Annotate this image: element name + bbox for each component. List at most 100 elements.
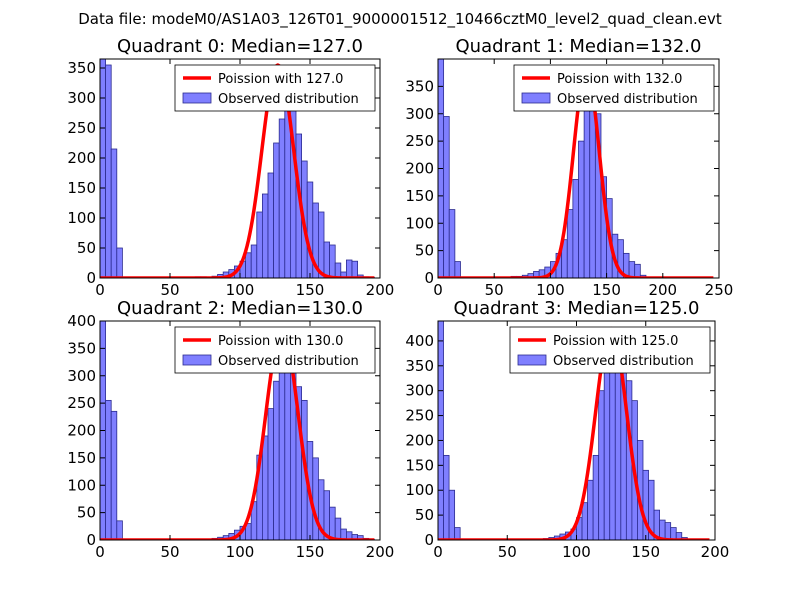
panel-title: Quadrant 0: Median=127.0	[117, 36, 363, 57]
y-tick-label: 350	[405, 357, 434, 375]
x-tick-label: 100	[536, 281, 565, 299]
histogram-bar	[105, 399, 112, 540]
legend-label-poisson: Poission with 125.0	[553, 334, 678, 349]
poisson-fit-line	[438, 68, 715, 278]
y-tick-label: 400	[405, 332, 434, 350]
x-tick-label: 250	[705, 281, 734, 299]
x-tick-label: 50	[160, 543, 179, 561]
x-tick-label: 100	[226, 281, 255, 299]
legend-label-poisson: Poission with 130.0	[218, 334, 343, 349]
y-tick-label: 200	[405, 160, 434, 178]
histogram-bar	[598, 390, 605, 540]
panel-title: Quadrant 1: Median=132.0	[456, 36, 702, 57]
y-tick-label: 50	[415, 506, 434, 524]
legend: Poission with 130.0 Observed distribution	[174, 326, 376, 374]
poisson-fit-line	[438, 326, 710, 540]
histogram-bar	[110, 148, 118, 278]
legend: Poission with 132.0 Observed distribution	[513, 64, 715, 112]
histogram-bar	[589, 96, 596, 278]
histogram-bar	[443, 454, 450, 540]
y-tick-label: 0	[86, 531, 96, 549]
x-tick-label: 50	[160, 281, 179, 299]
x-tick-label: 50	[498, 543, 517, 561]
y-tick-label: 300	[405, 382, 434, 400]
legend-label-observed: Observed distribution	[218, 92, 359, 107]
y-tick-label: 200	[67, 149, 96, 167]
legend-label-observed: Observed distribution	[553, 354, 694, 369]
y-tick-label: 400	[67, 312, 96, 330]
y-tick-label: 200	[67, 422, 96, 440]
x-tick-label: 200	[366, 543, 395, 561]
x-tick-label: 100	[562, 543, 591, 561]
x-tick-label: 150	[296, 281, 325, 299]
histogram-bar	[454, 527, 461, 540]
histogram-bar	[261, 193, 269, 278]
y-tick-label: 50	[415, 242, 434, 260]
histogram-bar	[267, 172, 274, 278]
histogram-bar	[317, 211, 325, 278]
x-tick-label: 0	[95, 543, 105, 561]
legend-label-observed: Observed distribution	[218, 354, 359, 369]
histogram-bar	[583, 94, 591, 278]
histogram-bar	[634, 263, 641, 278]
histogram-bar	[334, 517, 342, 540]
histogram-bar	[454, 261, 461, 278]
poisson-fit-line	[100, 327, 375, 540]
y-tick-label: 100	[67, 209, 96, 227]
histogram-bar	[267, 408, 274, 540]
x-tick-label: 0	[433, 543, 443, 561]
histogram-bar	[675, 532, 683, 540]
histogram-bar	[306, 181, 314, 278]
histogram-bar	[566, 209, 574, 278]
y-tick-label: 100	[67, 476, 96, 494]
legend: Poission with 127.0 Observed distribution	[174, 64, 376, 112]
y-tick-label: 50	[77, 504, 96, 522]
histogram-bar	[603, 367, 611, 540]
y-tick-label: 300	[405, 105, 434, 123]
histogram-bar	[670, 527, 677, 540]
histogram-bar	[329, 506, 336, 540]
histogram-bar	[273, 142, 280, 278]
y-tick-label: 100	[405, 481, 434, 499]
legend-label-observed: Observed distribution	[557, 92, 698, 107]
histogram-bar	[438, 321, 444, 540]
x-tick-label: 150	[592, 281, 621, 299]
legend: Poission with 125.0 Observed distribution	[509, 326, 711, 374]
x-tick-label: 200	[366, 281, 395, 299]
legend-bar-swatch	[521, 92, 551, 104]
y-tick-label: 350	[67, 59, 96, 77]
histogram-bar	[278, 118, 286, 278]
y-tick-label: 300	[67, 89, 96, 107]
histogram-bar	[323, 241, 330, 278]
x-tick-label: 200	[701, 543, 730, 561]
x-tick-label: 200	[648, 281, 677, 299]
y-tick-label: 150	[405, 456, 434, 474]
legend-label-poisson: Poission with 127.0	[218, 72, 343, 87]
histogram-bar	[100, 59, 106, 278]
y-tick-label: 250	[67, 119, 96, 137]
y-tick-label: 250	[67, 394, 96, 412]
legend-bar-swatch	[182, 92, 212, 104]
quadrant-3-panel: Quadrant 3: Median=125.0 0 50 100 150 200 0 50 1…	[405, 298, 729, 561]
histogram-bar	[250, 244, 258, 278]
y-tick-label: 50	[77, 239, 96, 257]
plot-area	[100, 59, 375, 278]
y-tick-label: 150	[405, 187, 434, 205]
histogram-bar	[448, 489, 456, 540]
histogram-bar	[587, 479, 594, 540]
quadrant-1-panel: Quadrant 1: Median=132.0 0 50 100 150 200 250 0…	[405, 36, 733, 299]
y-tick-label: 250	[405, 132, 434, 150]
histogram-bar	[245, 252, 252, 278]
histogram-bar	[329, 244, 336, 278]
x-tick-label: 150	[631, 543, 660, 561]
quadrant-0-panel: Quadrant 0: Median=127.0 0 50 100 150 200 0 50 1…	[67, 36, 394, 299]
y-tick-label: 0	[424, 269, 434, 287]
histogram-bar	[284, 106, 291, 278]
x-tick-label: 0	[433, 281, 443, 299]
histogram-bar	[581, 502, 588, 540]
y-tick-label: 200	[405, 431, 434, 449]
panels: Quadrant 0: Median=127.0 0 50 100 150 200 0 50 1…	[67, 36, 733, 561]
y-tick-label: 0	[424, 531, 434, 549]
histogram-bar	[345, 259, 353, 278]
histogram-bar	[334, 262, 342, 278]
